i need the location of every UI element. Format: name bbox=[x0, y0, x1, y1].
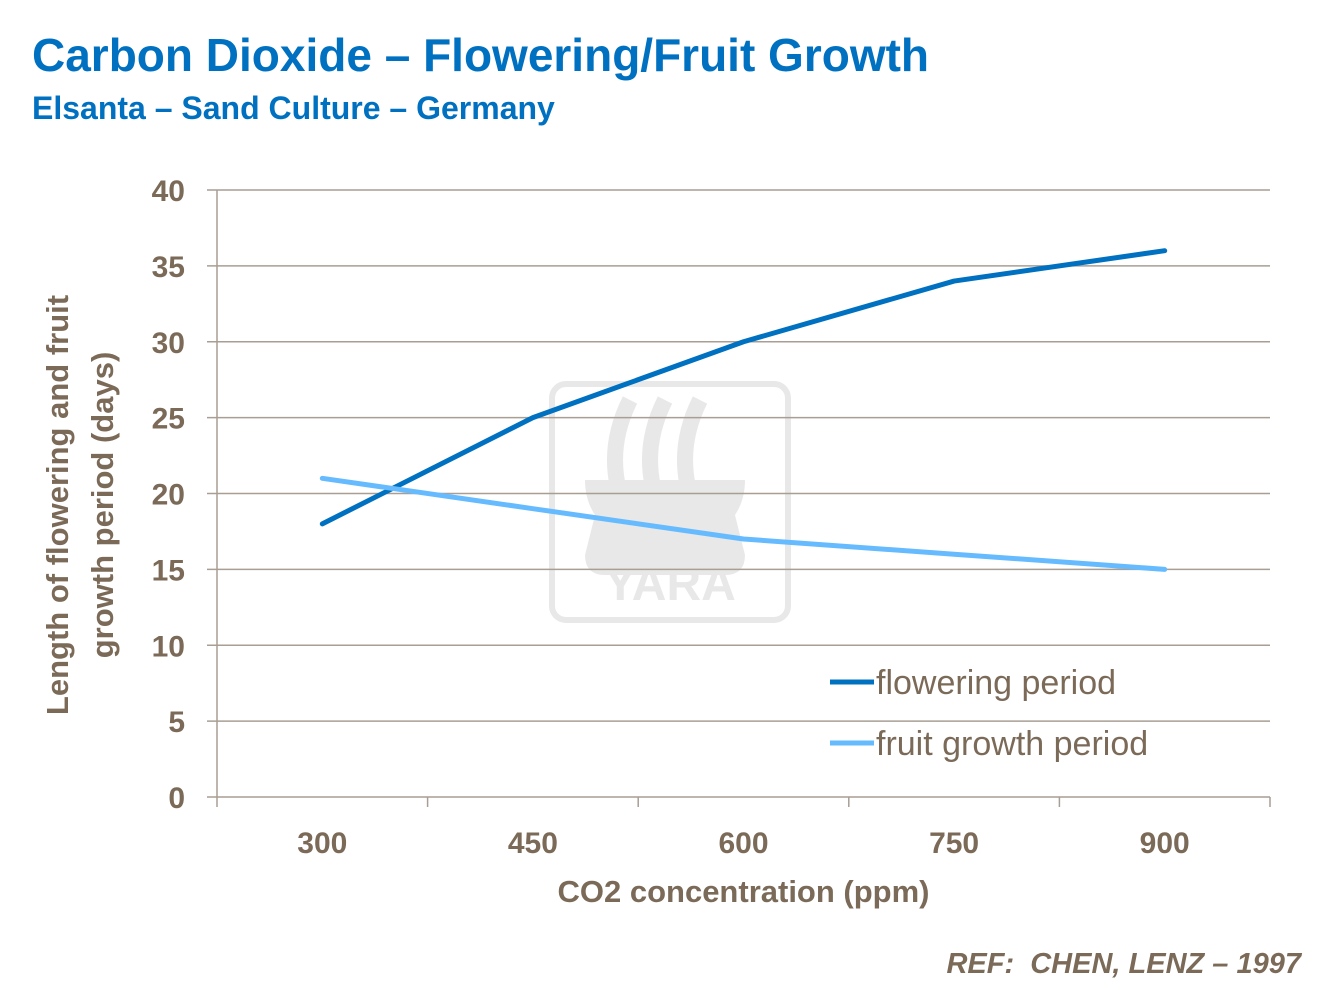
y-tick-label: 15 bbox=[152, 554, 185, 587]
chart-subtitle: Elsanta – Sand Culture – Germany bbox=[32, 90, 555, 126]
y-tick-label: 40 bbox=[152, 175, 185, 208]
svg-text:YARA: YARA bbox=[604, 558, 736, 611]
x-tick-label: 600 bbox=[718, 827, 768, 860]
y-tick-label: 25 bbox=[152, 403, 185, 436]
y-tick-label: 30 bbox=[152, 327, 185, 360]
legend-label: fruit growth period bbox=[876, 725, 1148, 763]
x-tick-label: 750 bbox=[929, 827, 979, 860]
yara-logo-watermark: YARA bbox=[549, 381, 791, 623]
y-tick-label: 10 bbox=[152, 630, 185, 663]
x-axis-label: CO2 concentration (ppm) bbox=[557, 874, 929, 909]
y-tick-label: 0 bbox=[168, 782, 185, 815]
y-axis-label: Length of flowering and fruit bbox=[40, 295, 75, 715]
legend-label: flowering period bbox=[876, 664, 1116, 702]
y-tick-label: 35 bbox=[152, 251, 185, 284]
y-tick-label: 5 bbox=[168, 706, 185, 739]
y-tick-label: 20 bbox=[152, 479, 185, 512]
x-tick-label: 900 bbox=[1140, 827, 1190, 860]
y-axis-label: growth period (days) bbox=[85, 352, 120, 659]
reference-note: REF: CHEN, LENZ – 1997 bbox=[946, 948, 1301, 980]
chart-title: Carbon Dioxide – Flowering/Fruit Growth bbox=[32, 29, 930, 81]
x-tick-label: 450 bbox=[508, 827, 558, 860]
x-tick-label: 300 bbox=[297, 827, 347, 860]
